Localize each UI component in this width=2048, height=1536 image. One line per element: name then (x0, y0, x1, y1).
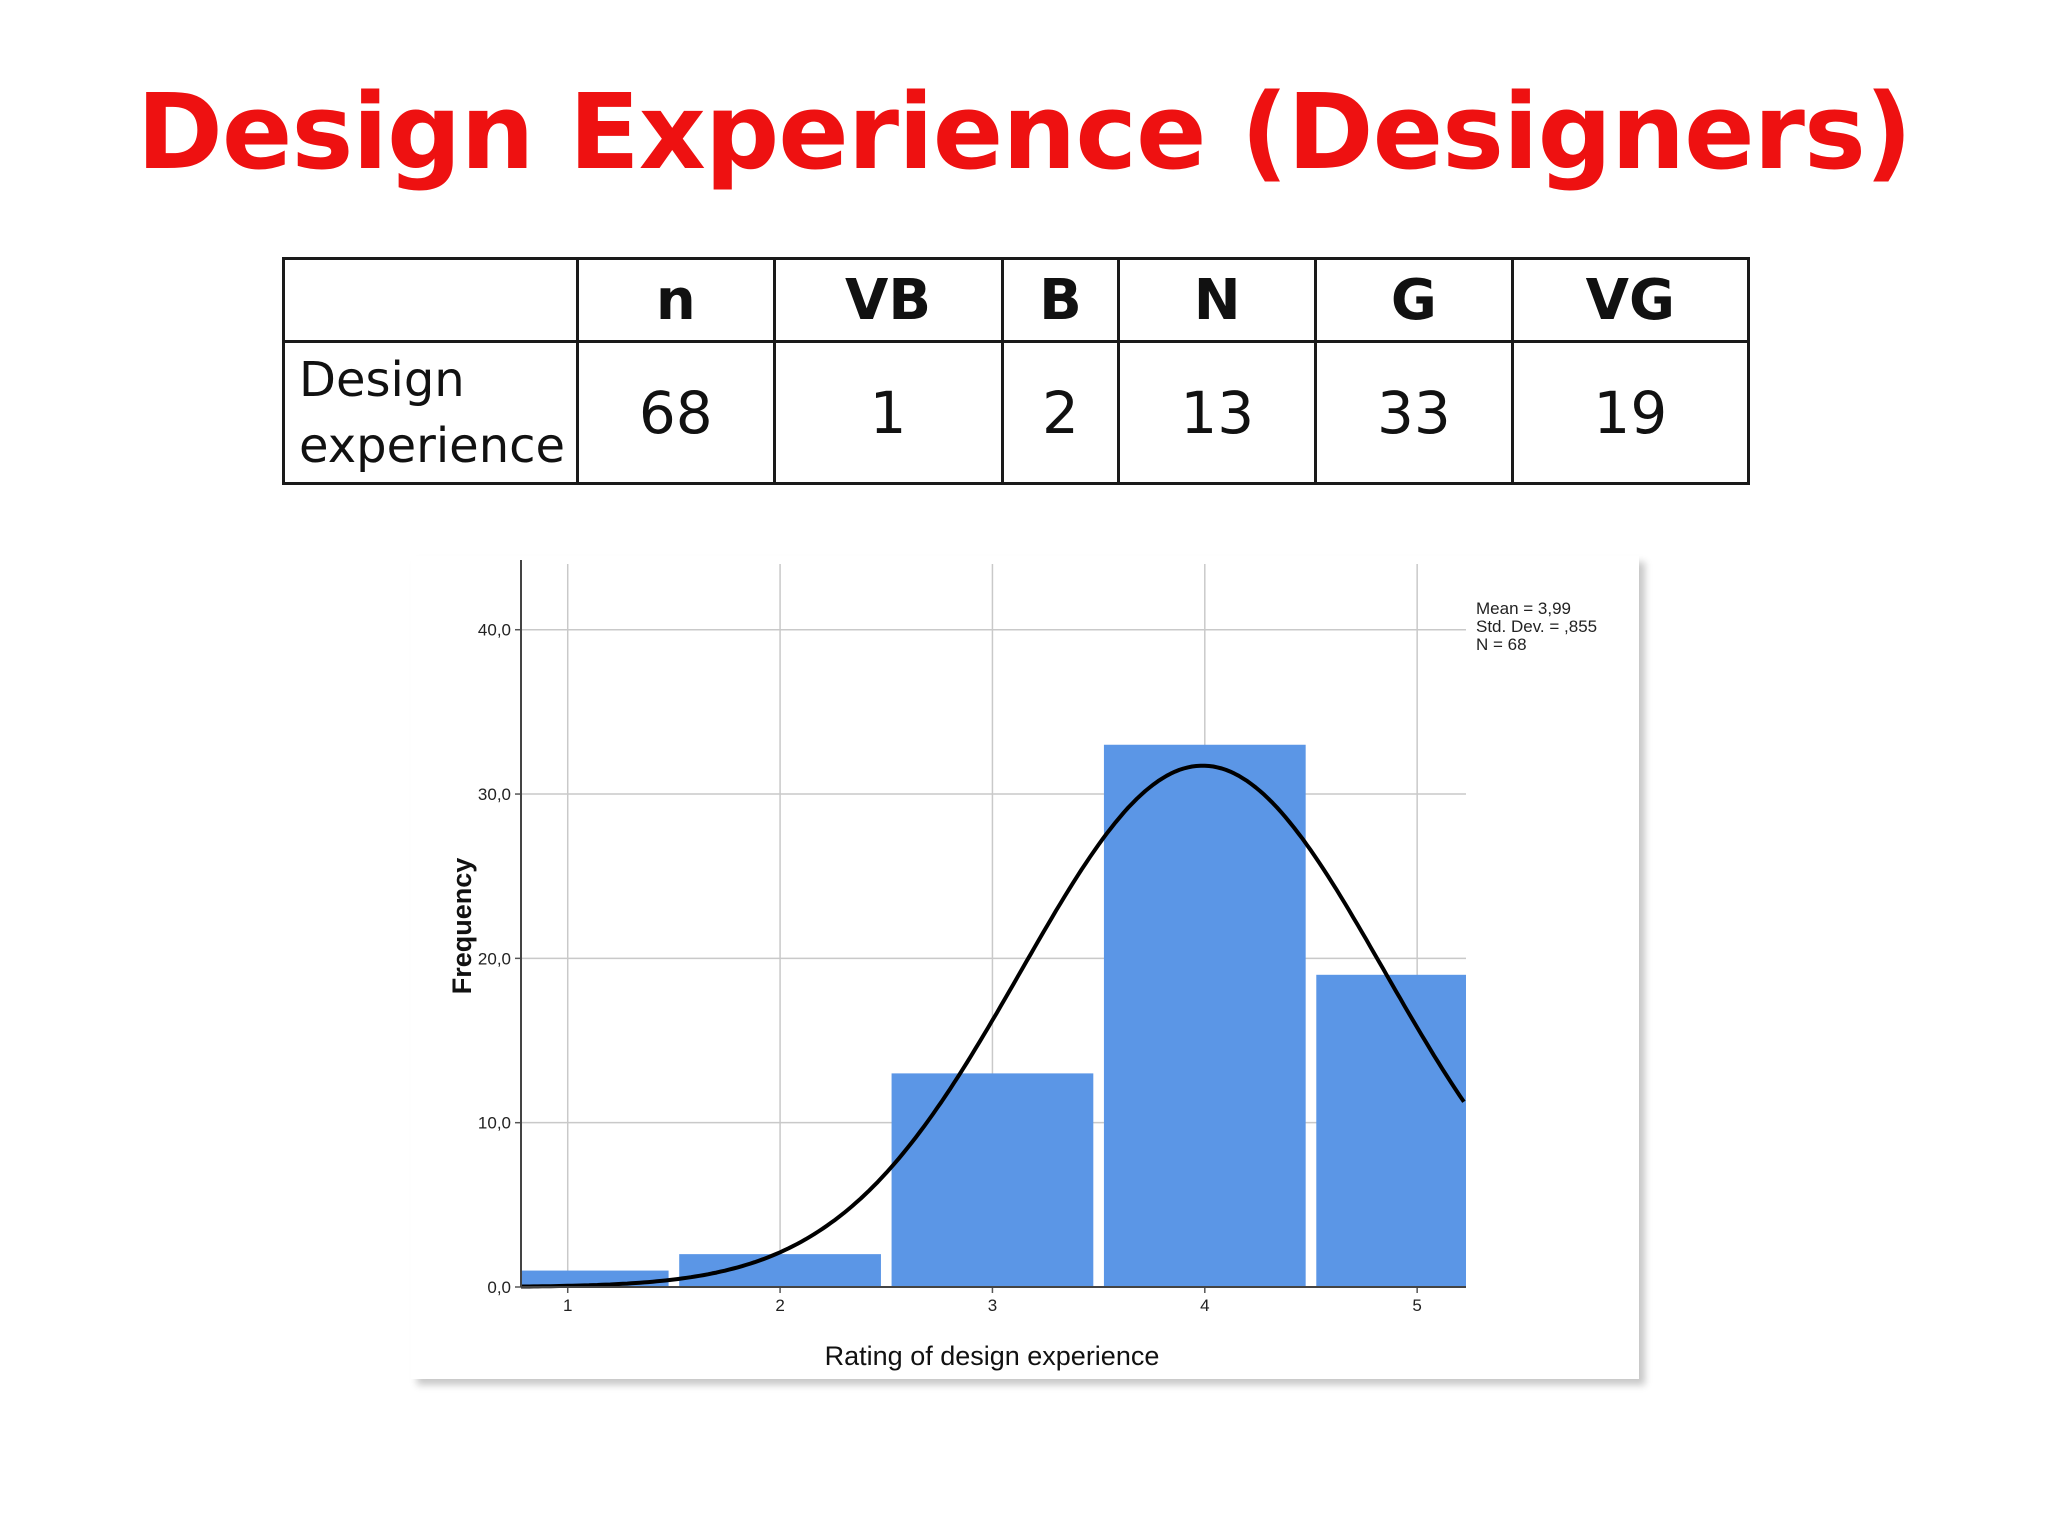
table-header-b: B (1000, 257, 1121, 343)
table-header-g: G (1314, 257, 1514, 343)
slide-title: Design Experience (Designers) (136, 71, 1913, 193)
x-tick-label: 3 (988, 1296, 997, 1315)
table-header-vg: VG (1510, 257, 1751, 343)
x-axis-label: Rating of design experience (825, 1341, 1160, 1371)
y-tick-label: 30,0 (478, 785, 511, 804)
table-cell-b: 2 (1000, 340, 1121, 485)
table-cell-g: 33 (1314, 340, 1514, 485)
y-tick-label: 10,0 (478, 1114, 511, 1133)
bar (1103, 744, 1306, 1287)
table-header-vb: VB (772, 257, 1004, 343)
table-header-n: n (576, 257, 776, 343)
normal-curve (521, 763, 1466, 1289)
bar-layer (521, 744, 1466, 1287)
bar (1316, 974, 1466, 1287)
row-label-line1: Design (299, 351, 465, 408)
table-header-empty (282, 257, 579, 343)
y-tick-label: 20,0 (478, 949, 511, 968)
table-row-label: Design experience (282, 340, 579, 485)
y-axis-label: Frequency (447, 858, 477, 995)
bar (891, 1073, 1094, 1287)
table-cell-neutral: 13 (1117, 340, 1318, 485)
table-cell-n: 68 (576, 340, 776, 485)
label-layer: Rating of design experience Frequency Me… (447, 599, 1597, 1371)
summary-table: n VB B N G VG Design experience 68 1 2 1… (282, 257, 1751, 485)
axis-layer: 0,0 10,0 20,0 30,0 40,0 1 2 3 4 5 (478, 560, 1466, 1315)
x-tick-label: 2 (775, 1296, 784, 1315)
stats-n: N = 68 (1476, 635, 1527, 654)
x-tick-label: 4 (1200, 1296, 1209, 1315)
table-cell-vb: 1 (772, 340, 1004, 485)
curve-layer (521, 763, 1466, 1289)
y-tick-label: 0,0 (487, 1278, 511, 1297)
x-tick-label: 1 (563, 1296, 572, 1315)
bar (679, 1254, 881, 1287)
y-tick-label: 40,0 (478, 621, 511, 640)
stats-std-dev: Std. Dev. = ,855 (1476, 617, 1597, 636)
table-header-row: n VB B N G VG (282, 257, 1751, 343)
histogram-chart: 0,0 10,0 20,0 30,0 40,0 1 2 3 4 5 Rating of desig… (447, 560, 1597, 1371)
table-cell-vg: 19 (1510, 340, 1751, 485)
table-header-n-neutral: N (1117, 257, 1318, 343)
x-tick-label: 5 (1412, 1296, 1421, 1315)
stats-mean: Mean = 3,99 (1476, 599, 1571, 618)
table-row: Design experience 68 1 2 13 33 19 (282, 340, 1751, 485)
row-label-line2: experience (299, 417, 566, 474)
